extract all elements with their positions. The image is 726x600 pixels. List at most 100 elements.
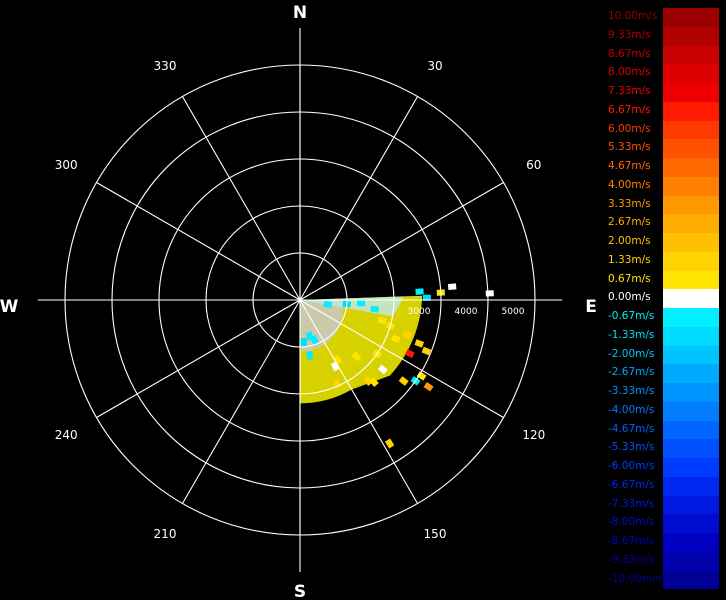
legend-entry: -6.00m/s (603, 458, 721, 477)
legend-entry: -3.33m/s (603, 383, 721, 402)
legend-label: -3.33m/s (608, 385, 655, 397)
azimuth-label: 150 (424, 527, 447, 541)
legend-entry: -10.00m/s (603, 570, 721, 590)
legend-swatch (663, 383, 719, 402)
legend-entry: 5.33m/s (603, 139, 721, 158)
legend-entry: 6.67m/s (603, 101, 721, 121)
legend-label: -4.00m/s (608, 403, 655, 416)
legend-label: -8.67m/s (608, 535, 655, 547)
legend-label: 5.33m/s (608, 141, 651, 154)
legend-swatch (663, 364, 719, 383)
compass-west: W (0, 297, 19, 317)
legend-entry: -8.00m/s (603, 514, 721, 533)
legend-entry: 10.00m/s (603, 8, 721, 27)
legend-entry: 3.33m/s (603, 195, 721, 215)
echo-cell (423, 382, 434, 392)
echo-cell (384, 438, 395, 449)
radar-plot: N S W E 30 60 120 150 210 240 300 330 3000 4000 5… (0, 3, 597, 600)
legend-label: -5.33m/s (608, 441, 655, 454)
legend-entry: 4.00m/s (603, 176, 721, 196)
legend-entry: -4.00m/s (603, 401, 721, 421)
legend-swatch (663, 420, 719, 440)
echo-region (300, 295, 423, 404)
echo-cell (404, 349, 415, 359)
azimuth-label: 330 (154, 59, 177, 73)
legend-swatch (663, 139, 719, 158)
echo-cell (330, 361, 340, 372)
legend-swatch (663, 476, 719, 496)
azimuth-label: 60 (526, 158, 541, 172)
azimuth-spoke (182, 96, 301, 301)
range-tick-label: 5000 (502, 307, 525, 317)
echo-cell (351, 351, 362, 362)
legend-label: 6.00m/s (608, 122, 651, 135)
color-legend: 10.00m/s 9.33m/s 8.67m/s 8.00m/s 7.33m/s 6.67… (603, 8, 721, 590)
legend-entry: 8.00m/s (603, 64, 721, 83)
legend-label: 2.67m/s (608, 216, 651, 229)
legend-swatch (663, 120, 719, 140)
legend-label: 4.00m/s (608, 178, 651, 191)
echo-cell (377, 316, 387, 325)
azimuth-spoke (299, 96, 418, 301)
azimuth-spoke (299, 299, 504, 418)
legend-entry: -4.67m/s (603, 420, 721, 440)
legend-entry: -2.00m/s (603, 345, 721, 365)
legend-swatch (663, 551, 719, 571)
echo-cell (398, 376, 409, 386)
legend-label: 3.33m/s (608, 197, 651, 210)
legend-swatch (663, 289, 719, 308)
echo-cell (485, 290, 494, 297)
legend-label: -0.67m/s (608, 310, 655, 322)
legend-swatch (663, 45, 719, 65)
legend-swatch (663, 345, 719, 365)
legend-label: -2.67m/s (608, 366, 655, 379)
echo-cell (368, 377, 379, 388)
legend-label: -8.00m/s (608, 516, 655, 529)
polar-grid (38, 28, 562, 572)
legend-label: -10.00m/s (608, 572, 662, 585)
legend-swatch (663, 439, 719, 458)
legend-label: -7.33m/s (608, 497, 655, 510)
legend-swatch (663, 270, 719, 290)
legend-swatch (663, 83, 719, 102)
azimuth-spoke (299, 299, 418, 504)
legend-swatch (663, 458, 719, 477)
legend-entry: -7.33m/s (603, 495, 721, 515)
azimuth-spoke (182, 299, 301, 504)
legend-entry: 0.00m/s (603, 289, 721, 308)
echo-cells (300, 283, 494, 449)
azimuth-label: 240 (55, 428, 78, 442)
legend-swatch (663, 26, 719, 46)
echo-cell (363, 376, 373, 387)
legend-label: -6.67m/s (608, 478, 655, 491)
legend-entry: 7.33m/s (603, 83, 721, 102)
echo-cell (447, 283, 457, 291)
legend-entry: 1.33m/s (603, 251, 721, 271)
legend-entry: -1.33m/s (603, 326, 721, 346)
legend-label: -2.00m/s (608, 347, 655, 360)
echo-cell (323, 300, 333, 309)
echo-cell (391, 334, 401, 344)
echo-cell (305, 331, 314, 341)
echo-cell (300, 337, 308, 347)
legend-entry: 4.67m/s (603, 158, 721, 177)
echo-cell (356, 299, 366, 307)
legend-label: 0.67m/s (608, 272, 651, 285)
compass-south: S (294, 582, 306, 600)
legend-label: 6.67m/s (608, 103, 651, 116)
legend-label: 8.00m/s (608, 66, 651, 79)
legend-label: 0.00m/s (608, 291, 651, 304)
legend-swatch (663, 8, 719, 27)
echo-cell (332, 378, 342, 389)
legend-swatch (663, 401, 719, 421)
legend-entry: -6.67m/s (603, 476, 721, 496)
azimuth-spoke (96, 182, 301, 301)
echo-cell (306, 351, 314, 361)
azimuth-label: 210 (154, 527, 177, 541)
legend-swatch (663, 533, 719, 552)
echo-cell (416, 371, 427, 381)
legend-entry: 6.00m/s (603, 120, 721, 140)
legend-label: -1.33m/s (608, 328, 655, 341)
legend-label: 7.33m/s (608, 85, 651, 97)
legend-entry: 8.67m/s (603, 45, 721, 65)
